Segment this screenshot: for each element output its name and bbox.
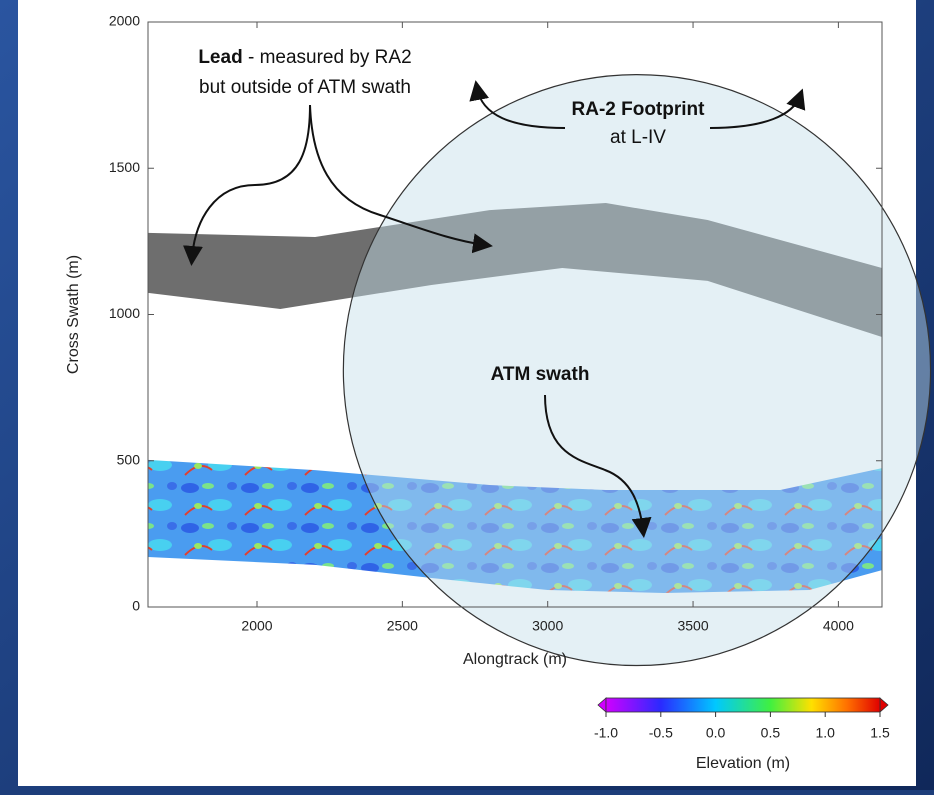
annotation: ATM swath bbox=[491, 364, 590, 385]
colorbar-tick-label: 1.5 bbox=[870, 725, 890, 741]
y-tick-label: 1500 bbox=[109, 159, 140, 175]
x-tick-label: 2500 bbox=[387, 618, 418, 634]
footprint-circle bbox=[343, 75, 930, 666]
y-tick-label: 1000 bbox=[109, 305, 140, 321]
annotation: at L-IV bbox=[610, 127, 666, 148]
x-tick-label: 3500 bbox=[677, 618, 708, 634]
colorbar-tick-label: 1.0 bbox=[815, 725, 835, 741]
page: 0 500 1000 1500 2000 2000 2500 3000 3500 4000 Alon… bbox=[0, 0, 934, 790]
y-tick-label: 0 bbox=[132, 598, 140, 614]
colorbar-tick-label: -0.5 bbox=[649, 725, 673, 741]
slide: 0 500 1000 1500 2000 2000 2500 3000 3500 4000 Alon… bbox=[0, 0, 934, 790]
colorbar-tick-label: -1.0 bbox=[594, 725, 618, 741]
annotation: Lead - measured by RA2 bbox=[198, 47, 411, 68]
annotation-text: - measured by RA2 bbox=[243, 47, 412, 68]
y-tick-label: 500 bbox=[117, 451, 141, 467]
y-axis-label: Cross Swath (m) bbox=[65, 255, 82, 374]
y-tick-label: 2000 bbox=[109, 13, 140, 29]
annotation: RA-2 Footprint bbox=[572, 99, 706, 120]
x-tick-label: 3000 bbox=[532, 618, 563, 634]
annotation: but outside of ATM swath bbox=[199, 77, 411, 98]
annotation-bold: Lead bbox=[198, 47, 242, 68]
colorbar-tick-label: 0.0 bbox=[706, 725, 726, 741]
x-axis-label: Alongtrack (m) bbox=[463, 651, 567, 668]
colorbar-label: Elevation (m) bbox=[696, 755, 790, 772]
colorbar bbox=[606, 698, 880, 712]
colorbar-tick-label: 0.5 bbox=[761, 725, 781, 741]
x-tick-label: 4000 bbox=[823, 618, 854, 634]
x-tick-label: 2000 bbox=[241, 618, 272, 634]
